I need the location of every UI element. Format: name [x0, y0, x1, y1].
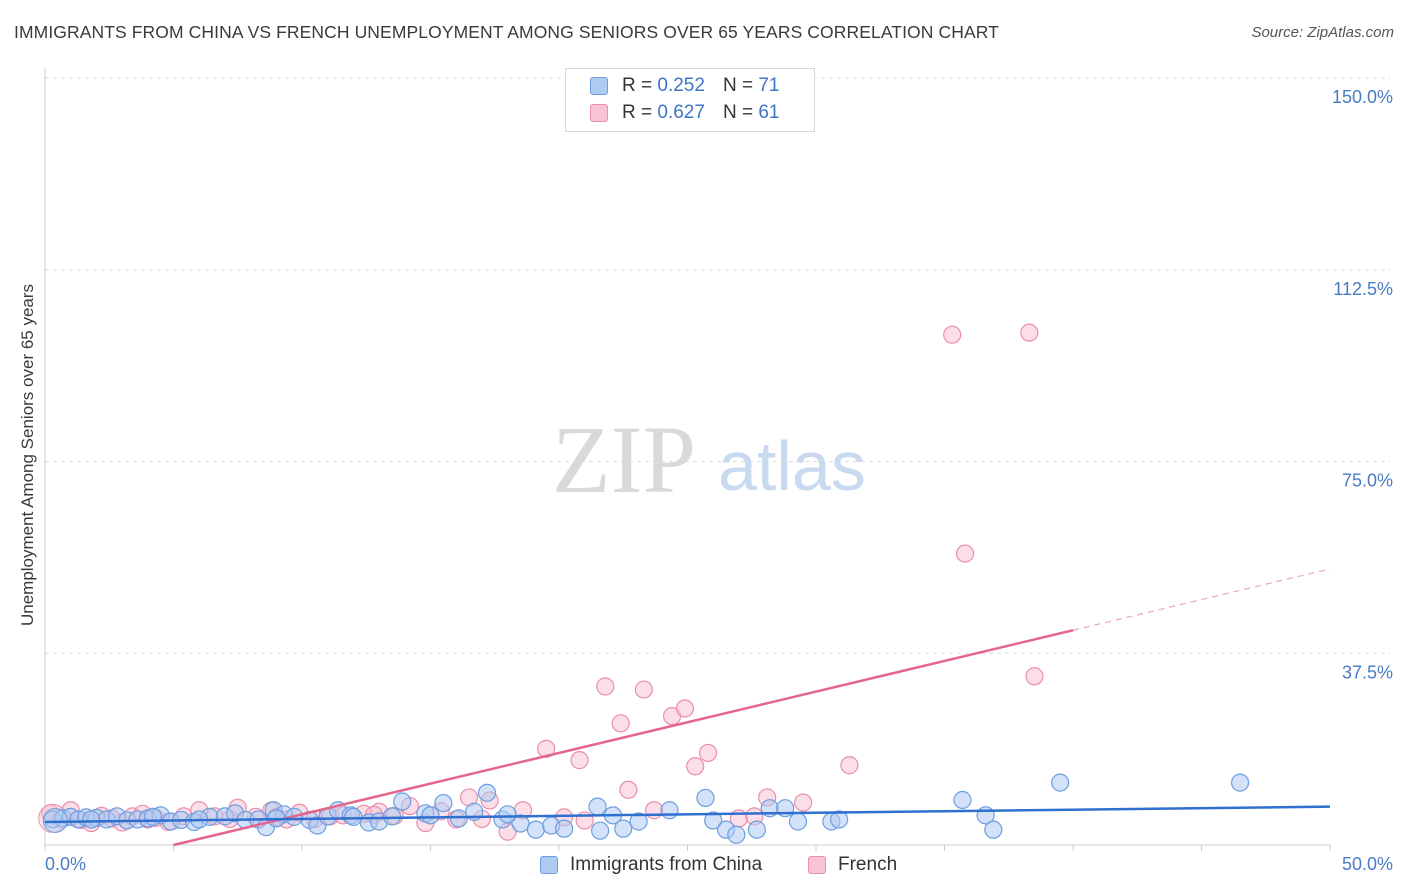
china-point — [984, 820, 1003, 839]
china-point — [704, 811, 723, 830]
china-point — [1051, 773, 1070, 792]
y-tick-label: 37.5% — [1342, 662, 1393, 682]
china-point — [830, 810, 849, 829]
gridlines — [45, 77, 1390, 654]
french-point — [698, 743, 718, 763]
french-point — [611, 714, 630, 733]
french-swatch — [590, 104, 608, 122]
china-n-label: N = — [722, 75, 754, 96]
french-point — [955, 544, 975, 563]
china-point — [511, 814, 530, 833]
china-point — [393, 792, 412, 811]
watermark: ZIP atlas — [552, 406, 866, 513]
china-point — [555, 819, 574, 838]
french-point — [943, 325, 962, 344]
china-point — [660, 801, 679, 820]
china-point — [42, 807, 68, 833]
china-point — [82, 810, 101, 829]
bottom-legend-french: French — [808, 852, 897, 878]
y-tick-label: 75.0% — [1342, 471, 1393, 491]
china-n-value: 71 — [758, 75, 780, 96]
y-tick-label: 112.5% — [1333, 279, 1393, 299]
french-r-label: R = — [622, 102, 653, 123]
china-point — [477, 783, 497, 802]
correlation-legend: R = 0.252 N = 71 R = 0.627 N = 61 — [565, 68, 815, 132]
china-point — [727, 825, 746, 844]
french-point — [675, 699, 695, 718]
bottom-china-swatch — [540, 856, 558, 874]
tick-labels: 37.5% 75.0% 112.5% 150.0% 0.0% 50.0% — [45, 87, 1393, 874]
french-point — [570, 751, 589, 770]
china-point — [526, 820, 545, 839]
china-point — [629, 812, 648, 831]
bottom-legend-china: Immigrants from China — [540, 852, 762, 878]
french-point — [596, 677, 615, 696]
french-point — [686, 757, 705, 776]
french-n-label: N = — [722, 102, 754, 123]
china-point — [382, 807, 402, 826]
china-point — [498, 805, 517, 824]
trend-lines — [44, 568, 1331, 847]
china-point — [449, 809, 468, 828]
bottom-french-swatch — [808, 856, 826, 874]
french-point — [1020, 323, 1039, 342]
china-swatch — [590, 77, 608, 95]
french-point — [619, 780, 638, 799]
series-french — [38, 323, 1044, 841]
french-point — [644, 801, 664, 820]
axes — [44, 68, 1331, 851]
china-point — [588, 797, 607, 816]
china-point — [591, 821, 610, 840]
bottom-french-label: French — [838, 854, 898, 875]
legend-row-china: R = 0.252 N = 71 — [590, 74, 779, 98]
y-tick-label: 150.0% — [1332, 87, 1393, 107]
china-point — [421, 806, 440, 825]
china-point — [1230, 773, 1250, 792]
legend-row-french: R = 0.627 N = 61 — [590, 101, 779, 125]
french-n-value: 61 — [758, 102, 780, 123]
china-r-label: R = — [622, 75, 653, 96]
french-trend-extension — [1072, 568, 1331, 631]
french-trend-line — [173, 629, 1074, 847]
bottom-china-label: Immigrants from China — [570, 854, 763, 875]
french-point — [794, 793, 813, 812]
french-point — [537, 739, 556, 758]
china-point — [953, 790, 972, 810]
chart-title: IMMIGRANTS FROM CHINA VS FRENCH UNEMPLOY… — [14, 22, 999, 42]
french-point — [840, 756, 859, 775]
watermark-atlas: atlas — [718, 427, 866, 505]
french-point — [634, 680, 653, 699]
source-credit: Source: ZipAtlas.com — [1251, 24, 1394, 41]
french-r-value: 0.627 — [657, 102, 705, 123]
china-point — [143, 807, 163, 826]
china-r-value: 0.252 — [657, 75, 705, 96]
watermark-zip: ZIP — [552, 406, 696, 513]
x-tick-label: 50.0% — [1342, 854, 1393, 874]
french-point — [1025, 667, 1044, 686]
china-point — [344, 807, 363, 826]
x-tick-label: 0.0% — [45, 854, 86, 874]
china-point — [788, 812, 808, 831]
china-point — [696, 788, 715, 808]
china-trend-line — [44, 805, 1331, 824]
china-point — [434, 793, 453, 813]
china-point — [614, 819, 633, 838]
china-point — [747, 820, 766, 839]
